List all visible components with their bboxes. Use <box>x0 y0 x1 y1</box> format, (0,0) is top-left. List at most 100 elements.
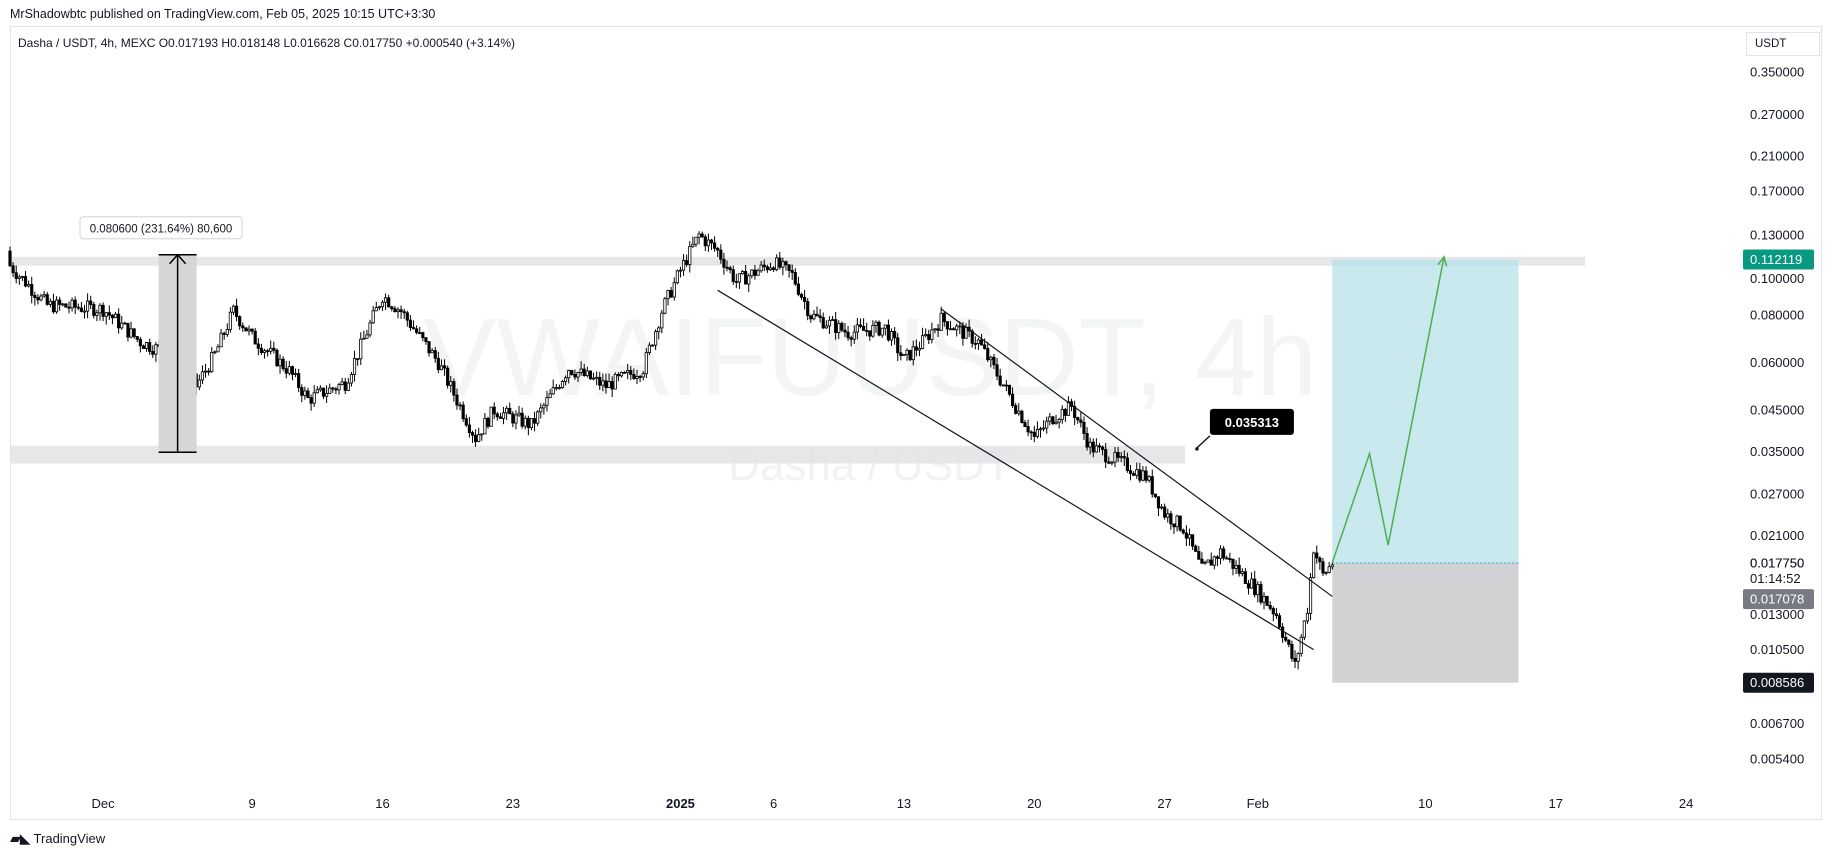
candle-body <box>36 297 40 301</box>
candle-body <box>1184 532 1188 539</box>
price-tick-label: 0.006700 <box>1750 716 1804 731</box>
candle-body <box>989 356 993 361</box>
projection-path[interactable] <box>1331 256 1445 563</box>
candle-body <box>740 271 745 275</box>
candle-body <box>650 344 655 347</box>
candle-body <box>1110 461 1114 464</box>
candle-body <box>697 233 701 238</box>
candle-body <box>644 352 648 375</box>
candle-body <box>48 300 52 305</box>
stop-zone[interactable] <box>1332 563 1519 683</box>
candle-body <box>207 370 211 373</box>
candle-body <box>359 338 363 360</box>
candle-body <box>104 312 108 317</box>
candle-body <box>1296 653 1300 662</box>
candle-body <box>1197 550 1201 560</box>
price-tick-label: 0.350000 <box>1750 64 1804 79</box>
candle-body <box>722 258 726 268</box>
price-tick-label: 0.021000 <box>1750 528 1804 543</box>
candle-body <box>1150 476 1154 495</box>
candle-body <box>899 352 903 356</box>
price-badge-stop[interactable] <box>1743 672 1814 693</box>
candle-body <box>455 394 459 406</box>
price-tick-label: 0.017750 <box>1750 556 1804 571</box>
candle-body <box>1312 552 1316 578</box>
candle-body <box>1203 561 1207 564</box>
candle-body <box>1010 393 1015 407</box>
currency-selector[interactable]: USDT <box>1746 32 1820 56</box>
candle-body <box>1097 445 1102 448</box>
candle-body <box>613 373 617 390</box>
candle-body <box>287 366 291 374</box>
candle-body <box>408 319 412 328</box>
price-tick-label: 0.210000 <box>1750 149 1804 164</box>
candle-body <box>526 417 530 429</box>
candle-body <box>73 299 77 308</box>
callout-pointer <box>1196 435 1211 449</box>
callout-box[interactable] <box>1209 408 1294 435</box>
candle-body <box>660 312 664 329</box>
candle-body <box>1243 571 1247 584</box>
candle-body <box>352 358 357 375</box>
candle-body <box>399 309 403 313</box>
candle-body <box>1023 422 1027 427</box>
candle-body <box>1079 419 1083 423</box>
candle-body <box>1187 534 1192 539</box>
zone-resistance[interactable] <box>10 256 1585 266</box>
candle-body <box>17 276 21 279</box>
zone-support[interactable] <box>10 445 1185 464</box>
candle-body <box>1240 571 1244 574</box>
candle-body <box>858 324 863 327</box>
price-badge-current[interactable] <box>1743 589 1814 610</box>
candle-body <box>560 381 565 388</box>
candle-body <box>781 261 785 268</box>
candle-body <box>101 304 105 317</box>
projection-arrowhead <box>1437 255 1448 267</box>
candle-body <box>1265 595 1269 606</box>
candle-body <box>843 329 847 333</box>
target-zone[interactable] <box>1332 259 1519 564</box>
candle-body <box>1234 564 1238 569</box>
tradingview-logo[interactable]: ▰◣ TradingView <box>10 830 105 847</box>
candle-body <box>641 373 645 378</box>
candle-body <box>1256 584 1260 596</box>
candle-body <box>694 236 698 245</box>
candle-body <box>539 407 543 413</box>
channel-upper-line[interactable] <box>940 308 1333 597</box>
price-tick-label: 0.170000 <box>1750 183 1804 198</box>
candle-body <box>567 370 571 379</box>
candle-body <box>703 236 707 247</box>
candle-body <box>405 312 409 321</box>
candle-body <box>269 347 273 352</box>
candle-body <box>427 341 431 354</box>
time-tick-label: 10 <box>1418 796 1432 811</box>
channel-lower-line[interactable] <box>717 289 1314 651</box>
time-tick-label: 20 <box>1027 796 1041 811</box>
candle-body <box>796 283 800 295</box>
candle-body <box>20 276 24 278</box>
candle-body <box>768 267 773 271</box>
candle-body <box>92 304 96 316</box>
candle-body <box>241 325 245 329</box>
candle-body <box>514 414 518 424</box>
candle-body <box>64 303 68 308</box>
candle-body <box>1066 401 1071 416</box>
candle-body <box>896 337 900 354</box>
candle-body <box>197 379 201 388</box>
candle-body <box>716 247 720 251</box>
candle-body <box>865 330 869 332</box>
candle-body <box>1014 405 1018 414</box>
candle-body <box>979 339 984 346</box>
candle-body <box>582 368 586 376</box>
candle-body <box>89 300 93 305</box>
candle-body <box>1246 583 1251 589</box>
time-tick-label: Feb <box>1247 796 1269 811</box>
candle-body <box>672 282 676 298</box>
candle-body <box>1215 556 1220 559</box>
candle-body <box>1101 446 1105 450</box>
candle-body <box>1237 564 1241 574</box>
price-badge-target[interactable] <box>1743 249 1814 270</box>
candle-body <box>1181 529 1185 534</box>
time-tick-label: Dec <box>92 796 116 811</box>
